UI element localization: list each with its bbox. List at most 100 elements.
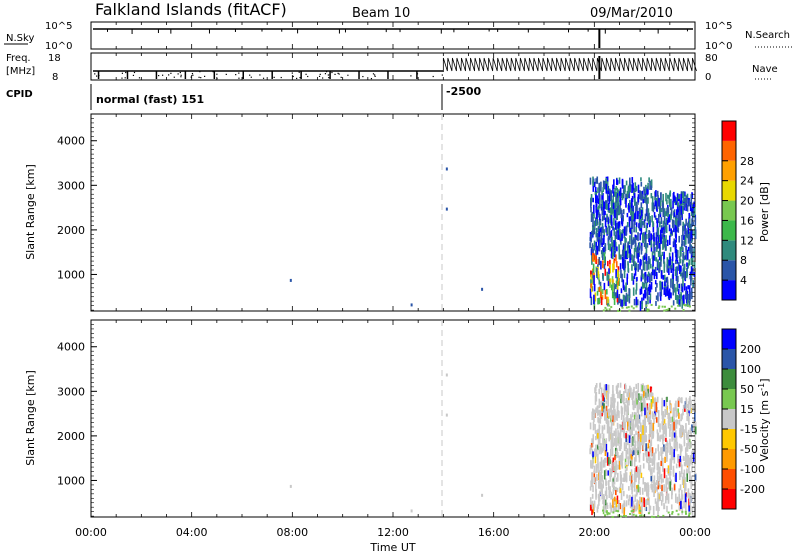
range-gate-cell [613, 228, 615, 236]
range-gate-cell [651, 193, 653, 198]
range-gate-cell [607, 505, 609, 509]
range-gate-cell [686, 196, 688, 204]
nave-dot [94, 73, 95, 74]
range-gate-cell [644, 262, 646, 271]
range-gate-cell [663, 400, 665, 406]
range-gate-cell [599, 399, 601, 409]
nave-dot [305, 74, 306, 75]
range-gate-cell [619, 177, 621, 183]
range-gate-cell [653, 244, 655, 254]
range-gate-cell [614, 202, 616, 209]
range-gate-cell [657, 433, 659, 441]
velocity-colorbar-label: 15 [740, 403, 754, 416]
range-gate-cell [653, 256, 655, 261]
range-gate-cell [641, 439, 643, 445]
range-gate-cell [686, 443, 688, 451]
power-colorbar-swatch [722, 260, 736, 280]
range-gate-cell [607, 452, 609, 457]
range-gate-cell [679, 420, 681, 426]
range-gate-cell [667, 257, 669, 265]
range-gate-cell [623, 491, 625, 496]
freq-label-1: Freq. [6, 53, 31, 64]
range-gate-cell [615, 284, 617, 289]
range-gate-cell [676, 419, 678, 428]
range-gate-cell [622, 180, 624, 189]
nave-dot [216, 74, 217, 75]
range-gate-cell [688, 259, 690, 265]
range-gate-cell [680, 444, 682, 452]
range-gate-cell [597, 291, 599, 296]
range-gate-cell [608, 409, 610, 416]
range-gate-cell [647, 276, 649, 282]
nsky-tick-top: 10^5 [45, 21, 72, 32]
range-gate-cell [621, 234, 623, 241]
range-gate-cell [676, 412, 678, 416]
range-gate-cell [622, 503, 624, 507]
range-gate-cell [595, 436, 597, 440]
range-gate-cell [646, 499, 648, 505]
range-gate-cell [626, 500, 628, 506]
range-gate-cell [606, 309, 608, 311]
range-gate-cell [616, 246, 618, 251]
nave-dot [319, 76, 320, 77]
range-gate-cell [597, 246, 599, 255]
range-gate-cell [648, 272, 650, 277]
range-gate-cell [678, 194, 680, 199]
range-gate-cell [601, 488, 603, 496]
range-gate-cell [691, 491, 693, 501]
range-gate-cell [602, 425, 604, 434]
range-gate-cell [635, 412, 637, 416]
range-gate-cell [631, 177, 633, 183]
range-gate-cell [629, 443, 631, 452]
range-gate-cell [636, 499, 638, 508]
range-gate-cell [616, 180, 618, 185]
nsky-label: N.Sky [6, 33, 34, 44]
nave-dot [263, 78, 264, 79]
range-gate-cell [637, 383, 639, 392]
range-gate-cell [657, 492, 659, 501]
range-gate-cell [661, 398, 663, 408]
range-gate-cell [614, 296, 616, 305]
range-gate-cell [657, 478, 659, 485]
range-gate-cell [624, 270, 626, 278]
range-gate-cell [636, 186, 638, 191]
range-gate-cell [616, 390, 618, 394]
range-gate-cell [669, 235, 671, 245]
range-gate-cell [620, 263, 622, 270]
range-gate-cell [686, 468, 688, 472]
range-gate-cell [656, 417, 658, 423]
freq-strip: Freq. [MHz] 18 8 80 0 Nave [6, 53, 778, 83]
range-gate-cell [690, 200, 692, 205]
range-gate-cell [641, 194, 643, 201]
nave-dot [180, 76, 181, 77]
range-gate-cell [635, 515, 637, 517]
nave-dot [96, 75, 97, 76]
range-gate-cell [605, 411, 607, 421]
range-gate-cell [605, 243, 607, 251]
range-gate-cell [619, 394, 621, 399]
nave-dot [125, 77, 126, 78]
range-gate-cell [694, 217, 696, 226]
velocity-colorbar-swatch [722, 409, 736, 429]
range-gate-cell [625, 383, 627, 393]
range-gate-cell [602, 434, 604, 441]
range-gate-cell [599, 186, 601, 193]
y-tick-label: 1000 [57, 268, 85, 281]
range-gate-cell [592, 181, 594, 187]
range-gate-cell [636, 297, 638, 306]
range-gate-cell [682, 477, 684, 486]
range-gate-cell [690, 400, 692, 407]
range-gate-cell [648, 443, 650, 448]
nave-dot [328, 74, 329, 75]
power-colorbar-swatch [722, 121, 736, 141]
range-gate-cell [620, 488, 622, 493]
range-gate-cell [607, 195, 609, 202]
range-gate-cell [694, 262, 696, 268]
range-gate-cell [619, 191, 621, 196]
x-axis-label: Time UT [369, 541, 415, 554]
range-gate-cell [608, 457, 610, 464]
range-gate-cell [610, 207, 612, 213]
range-gate-cell [612, 482, 614, 487]
range-gate-cell [664, 275, 666, 280]
range-gate-cell [614, 188, 616, 197]
